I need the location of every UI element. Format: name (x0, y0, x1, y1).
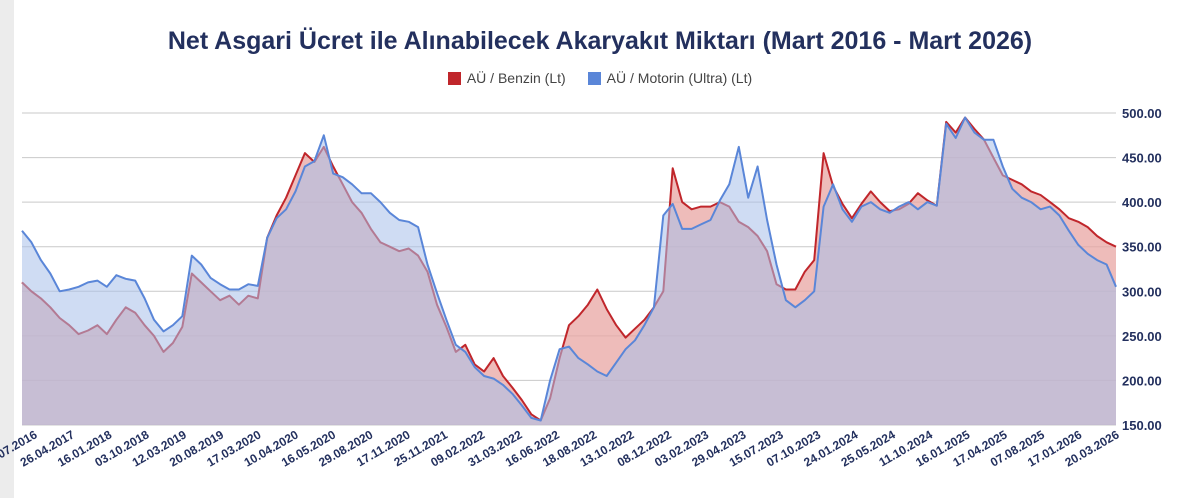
y-tick-label: 450.00 (1122, 151, 1162, 166)
y-tick-label: 200.00 (1122, 373, 1162, 388)
chart-title: Net Asgari Ücret ile Alınabilecek Akarya… (167, 27, 1033, 55)
legend-label-motorin: AÜ / Motorin (Ultra) (Lt) (606, 70, 753, 86)
chart-legend: AÜ / Benzin (Lt) AÜ / Motorin (Ultra) (L… (0, 70, 1200, 86)
legend-item-motorin[interactable]: AÜ / Motorin (Ultra) (Lt) (587, 70, 753, 86)
y-tick-label: 500.00 (1122, 106, 1162, 121)
series-line-1 (21, 116, 1117, 422)
x-axis-ticks: 07.201626.04.201716.01.201803.10.201812.… (0, 427, 1122, 469)
y-tick-label: 250.00 (1122, 329, 1162, 344)
legend-swatch-benzin (447, 71, 461, 85)
y-tick-label: 400.00 (1122, 195, 1162, 210)
y-axis-ticks: 500.00 450.00 400.00 350.00 300.00 250.00 200.… (1122, 106, 1162, 433)
series-area-1 (22, 117, 1116, 425)
left-edge-strip (0, 0, 14, 498)
legend-label-benzin: AÜ / Benzin (Lt) (466, 70, 566, 86)
series-areas (21, 116, 1117, 425)
y-tick-label: 300.00 (1122, 284, 1162, 299)
y-tick-label: 350.00 (1122, 240, 1162, 255)
legend-swatch-motorin (587, 71, 601, 85)
legend-item-benzin[interactable]: AÜ / Benzin (Lt) (447, 70, 566, 86)
y-tick-label: 150.00 (1122, 418, 1162, 433)
